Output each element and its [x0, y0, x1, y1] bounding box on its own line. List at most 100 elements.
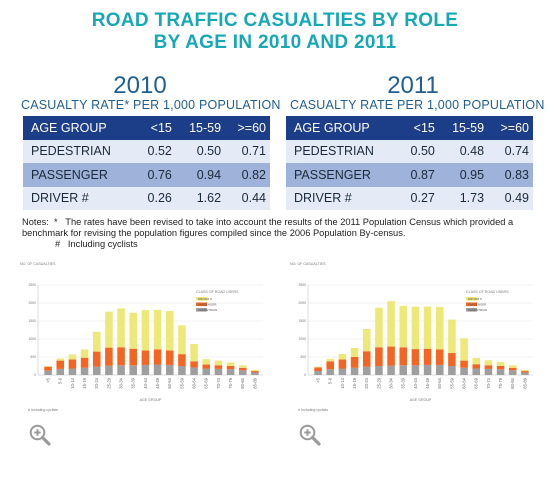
rate-subtitle-2010: CASUALTY RATE* PER 1,000 POPULATION [21, 98, 281, 112]
bar-segment-passenger [350, 357, 359, 368]
chart-footnote: # Including cyclists [28, 408, 58, 412]
note-hash-marker: # [55, 239, 61, 249]
bar-segment-pedestrian [178, 366, 186, 375]
bar-segment-pedestrian [238, 370, 247, 375]
bar-segment-passenger [214, 365, 223, 369]
bar-segment-driver [141, 310, 150, 351]
zoom-in-icon[interactable] [29, 424, 51, 446]
bar-segment-passenger [92, 351, 101, 367]
bar-segment-passenger [226, 366, 235, 370]
x-tick-label: 75-79 [228, 377, 233, 388]
x-tick-label: 60-64 [191, 377, 196, 388]
bar-segment-passenger [435, 349, 444, 365]
table-header-row: AGE GROUP <15 15-59 >=60 [23, 116, 270, 140]
header-60-plus: >=60 [488, 116, 533, 140]
table-row: DRIVER # 0.27 1.73 0.49 [286, 186, 533, 210]
bar-segment-pedestrian [387, 365, 395, 375]
bar-segment-driver [251, 369, 259, 372]
bar-segment-driver [190, 344, 198, 362]
cell-value: 0.26 [136, 186, 176, 210]
bar-segment-driver [338, 354, 347, 360]
bar-segment-passenger [202, 364, 211, 369]
y-tick-label: 1000 [298, 337, 306, 341]
legend-swatch [466, 302, 477, 307]
bar-segment-passenger [326, 361, 335, 370]
x-tick-label: 70-74 [216, 377, 221, 388]
x-tick-label: 60-64 [461, 377, 466, 388]
bar-segment-driver [165, 310, 174, 351]
note-hash: # Including cyclists [55, 239, 138, 250]
bar-segment-passenger [56, 360, 65, 369]
cell-value: 1.62 [175, 186, 226, 210]
row-label: PEDESTRIAN [286, 139, 400, 163]
header-under-15: <15 [136, 116, 176, 140]
row-label: DRIVER # [23, 186, 137, 210]
table-header-row: AGE GROUP <15 15-59 >=60 [286, 116, 533, 140]
bar-segment-pedestrian [521, 372, 529, 375]
bar-segment-driver [129, 312, 138, 349]
legend-title: CLASS OF ROAD USERS [466, 290, 509, 294]
x-tick-label: 65-69 [474, 377, 479, 388]
bar-segment-passenger [178, 354, 186, 366]
bar-segment-driver [238, 365, 247, 368]
casualty-chart-2011: NO. OF CASUALTIES 0 500 1000 1500 2000 2500 <5 5… [290, 262, 533, 412]
x-tick-label: 80-84 [240, 377, 245, 388]
cell-value: 0.27 [399, 186, 439, 210]
casualty-chart-2010: NO. OF CASUALTIES 0 500 1000 1500 2000 2500 <5 5… [20, 262, 263, 412]
rate-table-2010: AGE GROUP <15 15-59 >=60 PEDESTRIAN 0.52… [23, 116, 270, 210]
legend-label: PASSENGER [468, 302, 487, 306]
year-2010-heading: 2010 [113, 72, 167, 99]
bar-segment-pedestrian [165, 364, 174, 375]
x-tick-label: 20-24 [94, 377, 99, 388]
bar-segment-passenger [68, 359, 77, 369]
x-tick-label: 55-59 [449, 377, 454, 388]
bar-segment-driver [68, 354, 77, 360]
y-tick-label: 1000 [28, 337, 36, 341]
bar-segment-passenger [387, 346, 395, 366]
y-tick-label: 1500 [298, 319, 306, 323]
bar-segment-pedestrian [129, 365, 138, 375]
header-60-plus: >=60 [225, 116, 270, 140]
bar-segment-passenger [129, 348, 138, 366]
header-under-15: <15 [399, 116, 439, 140]
y-axis-label: NO. OF CASUALTIES [290, 262, 326, 266]
bar-segment-passenger [496, 366, 505, 370]
bar-segment-pedestrian [141, 364, 150, 375]
legend-swatch [196, 308, 207, 312]
y-tick-label: 500 [30, 355, 36, 359]
bar-segment-pedestrian [338, 368, 347, 375]
bar-segment-driver [362, 328, 371, 352]
row-label: PEDESTRIAN [23, 139, 137, 163]
x-tick-label: 70-74 [486, 377, 491, 388]
cell-value: 0.94 [175, 163, 226, 187]
y-axis-label: NO. OF CASUALTIES [20, 262, 56, 266]
x-tick-label: 50-54 [167, 377, 172, 388]
bar-segment-driver [521, 369, 529, 372]
bar-segment-pedestrian [326, 369, 335, 375]
bar-segment-passenger [448, 353, 456, 366]
x-axis-label: AGE GROUP [410, 398, 432, 402]
bar-segment-pedestrian [423, 364, 432, 375]
zoom-in-icon[interactable] [299, 424, 321, 446]
bar-segment-passenger [190, 361, 198, 368]
rate-table-2011: AGE GROUP <15 15-59 >=60 PEDESTRIAN 0.50… [286, 116, 533, 210]
x-tick-label: 20-24 [364, 377, 369, 388]
y-tick-label: 500 [300, 355, 306, 359]
cell-value: 0.50 [175, 139, 226, 163]
header-age-group: AGE GROUP [23, 116, 137, 140]
table-row: PASSENGER 0.87 0.95 0.83 [286, 163, 533, 187]
bar-segment-driver [326, 358, 335, 362]
bar-segment-passenger [117, 347, 125, 366]
x-tick-label: 35-39 [131, 377, 136, 388]
bar-segment-pedestrian [226, 369, 235, 375]
cell-value: 0.83 [488, 163, 533, 187]
bar-segment-passenger [153, 349, 162, 365]
bar-segment-driver [314, 366, 322, 368]
table-row: PASSENGER 0.76 0.94 0.82 [23, 163, 270, 187]
legend-label: PEDESTRIAN [468, 308, 487, 312]
x-tick-label: 85-89 [252, 377, 257, 388]
y-tick-label: 2000 [298, 301, 306, 305]
bar-segment-pedestrian [435, 364, 444, 375]
note-star-marker: * [54, 217, 58, 227]
y-tick-label: 2000 [28, 301, 36, 305]
